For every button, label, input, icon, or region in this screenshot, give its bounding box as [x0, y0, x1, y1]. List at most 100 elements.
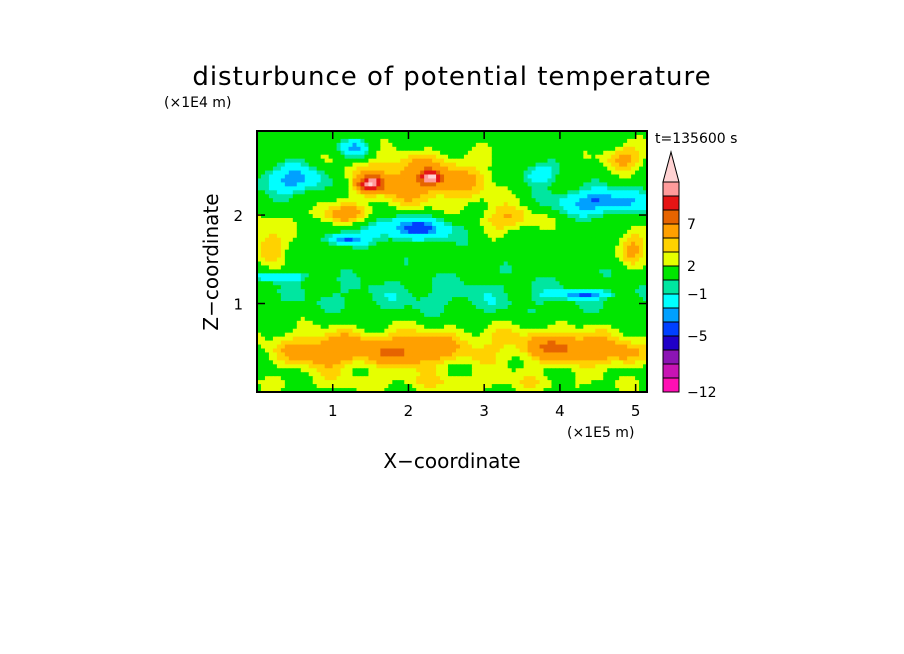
contour-cell — [495, 210, 501, 215]
contour-cell — [543, 269, 549, 274]
contour-cell — [511, 245, 517, 251]
contour-cell — [392, 289, 397, 294]
contour-cell — [643, 210, 647, 215]
contour-cell — [408, 206, 413, 211]
contour-cell — [547, 150, 552, 156]
contour-cell — [384, 166, 389, 172]
contour-cell — [444, 249, 449, 255]
contour-cell — [416, 297, 421, 302]
contour-cell — [515, 285, 521, 290]
contour-cell — [272, 218, 278, 223]
contour-cell — [455, 150, 461, 156]
contour-cell — [312, 174, 318, 179]
contour-cell — [455, 265, 461, 270]
contour-cell — [356, 142, 361, 148]
contour-cell — [308, 293, 314, 298]
contour-cell — [372, 273, 377, 278]
contour-cell — [300, 265, 306, 270]
contour-cell — [523, 202, 529, 207]
contour-cell — [316, 320, 322, 326]
contour-cell — [356, 174, 361, 179]
contour-cell — [264, 202, 270, 207]
contour-cell — [471, 178, 477, 183]
contour-cell — [483, 170, 489, 175]
contour-cell — [344, 229, 350, 235]
contour-cell — [324, 162, 330, 168]
contour-cell — [428, 277, 433, 282]
contour-cell — [288, 158, 294, 164]
contour-cell — [352, 182, 357, 187]
contour-cell — [615, 210, 620, 215]
contour-cell — [583, 131, 588, 136]
contour-cell — [448, 265, 453, 270]
contour-cell — [507, 150, 513, 156]
contour-cell — [595, 142, 600, 148]
contour-cell — [503, 249, 509, 255]
contour-cell — [428, 324, 433, 330]
contour-cell — [531, 245, 537, 251]
contour-cell — [555, 131, 560, 136]
contour-cell — [591, 131, 596, 136]
contour-cell — [551, 202, 556, 207]
contour-cell — [579, 285, 584, 290]
contour-cell — [404, 269, 409, 274]
contour-cell — [276, 221, 282, 227]
contour-cell — [344, 150, 350, 156]
contour-cell — [308, 324, 314, 330]
contour-cell — [376, 150, 381, 156]
contour-cell — [499, 269, 505, 274]
contour-cell — [503, 265, 509, 270]
contour-cell — [404, 261, 409, 266]
contour-cell — [376, 301, 381, 306]
contour-cell — [551, 328, 556, 334]
contour-cell — [344, 142, 350, 148]
contour-cell — [475, 257, 481, 262]
contour-cell — [420, 194, 425, 199]
contour-cell — [503, 320, 509, 326]
contour-cell — [344, 277, 350, 282]
contour-cell — [336, 305, 342, 310]
contour-cell — [300, 166, 306, 172]
contour-cell — [535, 297, 541, 302]
contour-cell — [257, 273, 262, 278]
contour-cell — [483, 316, 489, 322]
contour-cell — [475, 253, 481, 259]
contour-cell — [631, 214, 636, 219]
contour-cell — [579, 162, 584, 168]
contour-cell — [483, 253, 489, 259]
contour-cell — [380, 221, 385, 227]
contour-cell — [400, 194, 405, 199]
contour-cell — [511, 293, 517, 298]
contour-cell — [292, 328, 298, 334]
contour-cell — [475, 198, 481, 203]
contour-cell — [615, 261, 620, 266]
contour-cell — [587, 154, 592, 160]
contour-cell — [260, 241, 266, 247]
contour-cell — [591, 142, 596, 148]
contour-cell — [591, 301, 596, 306]
contour-cell — [607, 301, 612, 306]
contour-cell — [332, 265, 338, 270]
contour-cell — [535, 245, 541, 251]
contour-cell — [296, 245, 302, 251]
contour-cell — [264, 269, 270, 274]
contour-cell — [615, 257, 620, 262]
contour-cell — [324, 320, 330, 326]
contour-cell — [551, 146, 556, 152]
contour-cell — [412, 289, 417, 294]
contour-cell — [372, 186, 377, 191]
contour-cell — [623, 320, 628, 326]
contour-cell — [599, 301, 604, 306]
contour-cell — [276, 328, 282, 334]
contour-cell — [320, 214, 326, 219]
contour-cell — [643, 142, 647, 148]
contour-cell — [260, 142, 266, 148]
contour-cell — [527, 131, 533, 136]
contour-cell — [599, 166, 604, 172]
contour-cell — [300, 154, 306, 160]
contour-cell — [312, 138, 318, 144]
contour-cell — [635, 150, 640, 156]
contour-cell — [257, 229, 262, 235]
contour-cell — [388, 194, 393, 199]
contour-cell — [444, 166, 449, 172]
